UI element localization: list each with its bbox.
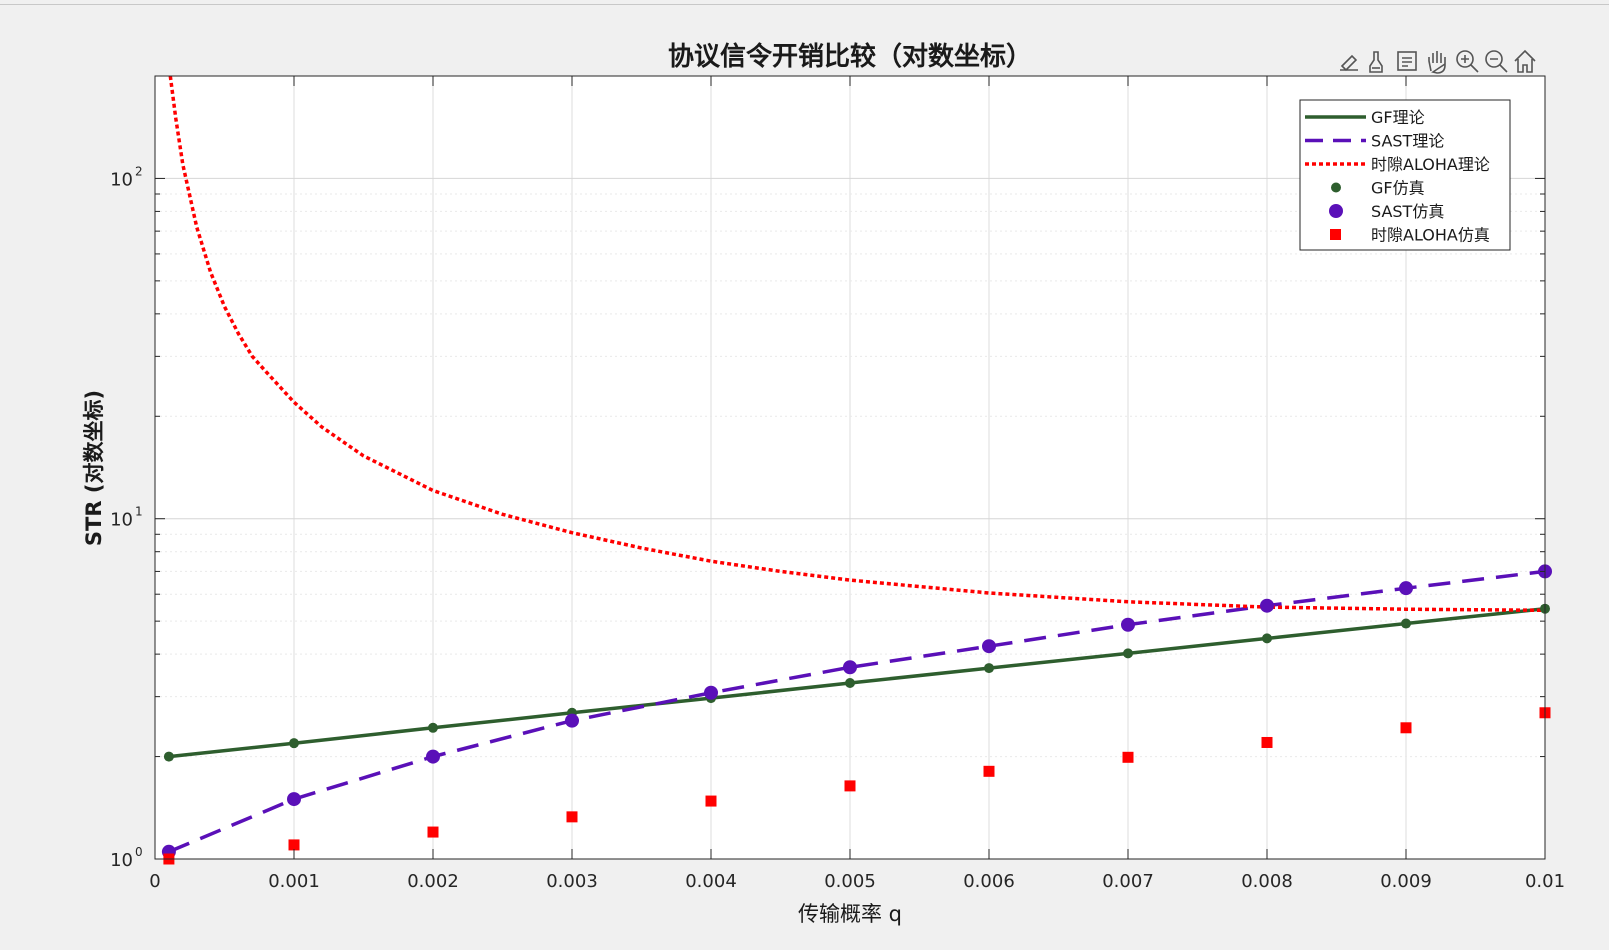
legend-label: 时隙ALOHA理论 xyxy=(1371,155,1490,174)
tick-labels: 0 0.001 0.002 0.003 0.004 0.005 0.006 0.007 0.00… xyxy=(110,164,1565,892)
home-icon[interactable] xyxy=(1514,49,1536,73)
data-point xyxy=(705,795,717,807)
legend-entry: SAST理论 xyxy=(1305,132,1444,151)
legend-entry: 时隙ALOHA理论 xyxy=(1305,155,1490,174)
y-tick-exponent: 2 xyxy=(135,164,143,178)
data-point xyxy=(289,738,299,749)
data-point xyxy=(1399,581,1413,596)
data-point xyxy=(1400,722,1412,734)
zoom-out-icon[interactable] xyxy=(1485,50,1508,73)
x-tick-label: 0.004 xyxy=(685,871,737,892)
x-tick-label: 0 xyxy=(149,871,160,892)
x-tick-label: 0.005 xyxy=(824,871,876,892)
pan-icon[interactable] xyxy=(1428,51,1446,74)
legend-marker-swatch xyxy=(1329,204,1343,218)
x-tick-label: 0.006 xyxy=(963,871,1015,892)
data-point xyxy=(845,678,855,689)
ticks xyxy=(154,75,1546,860)
data-point xyxy=(1122,751,1134,763)
data-point xyxy=(1261,736,1273,748)
series-line xyxy=(168,76,1545,613)
data-point xyxy=(1262,633,1272,644)
data-point xyxy=(426,749,440,764)
data-point xyxy=(428,722,438,733)
x-tick-label: 0.009 xyxy=(1380,871,1432,892)
chart-title: 协议信令开销比较（对数坐标） xyxy=(668,41,1032,72)
legend-entry: 时隙ALOHA仿真 xyxy=(1330,226,1490,245)
x-axis-label: 传输概率 q xyxy=(798,902,902,926)
legend-label: SAST理论 xyxy=(1371,132,1444,151)
y-tick-exponent: 0 xyxy=(135,845,143,859)
data-point xyxy=(844,780,856,792)
y-tick-label: 10 xyxy=(110,510,133,531)
window-top-strip xyxy=(0,0,1609,5)
legend-marker-swatch xyxy=(1330,229,1341,240)
x-tick-label: 0.003 xyxy=(546,871,598,892)
data-point xyxy=(1123,648,1133,659)
data-point xyxy=(704,685,718,700)
data-point xyxy=(984,663,994,674)
data-point xyxy=(287,792,301,807)
x-tick-label: 0.01 xyxy=(1525,871,1565,892)
data-point xyxy=(983,765,995,777)
axes-toolbar xyxy=(1340,49,1536,74)
data-point xyxy=(566,811,578,823)
legend-marker-swatch xyxy=(1331,182,1341,193)
data-point xyxy=(1401,618,1411,629)
datatip-icon[interactable] xyxy=(1397,51,1417,71)
data-point xyxy=(843,660,857,675)
legend-label: SAST仿真 xyxy=(1371,202,1444,221)
edit-icon[interactable] xyxy=(1340,54,1358,72)
brush-icon[interactable] xyxy=(1369,51,1383,73)
x-tick-label: 0.001 xyxy=(268,871,320,892)
data-point xyxy=(1260,598,1274,613)
legend-label: GF理论 xyxy=(1371,108,1425,127)
data-point xyxy=(982,639,996,654)
data-point xyxy=(1121,617,1135,632)
data-point xyxy=(288,839,300,851)
x-tick-label: 0.007 xyxy=(1102,871,1154,892)
legend-box xyxy=(1299,99,1511,251)
zoom-in-icon[interactable] xyxy=(1456,50,1479,73)
data-point xyxy=(565,713,579,728)
x-tick-label: 0.002 xyxy=(407,871,459,892)
series-line xyxy=(168,569,1545,854)
x-tick-label: 0.008 xyxy=(1241,871,1293,892)
legend-label: GF仿真 xyxy=(1371,179,1425,198)
y-tick-label: 10 xyxy=(110,169,133,190)
y-tick-exponent: 1 xyxy=(135,505,143,519)
legend-label: 时隙ALOHA仿真 xyxy=(1371,226,1490,245)
legend-entry: SAST仿真 xyxy=(1329,202,1444,221)
y-tick-label: 10 xyxy=(110,850,133,871)
y-axis-label: STR (对数坐标) xyxy=(82,390,106,546)
legend-entry: GF仿真 xyxy=(1331,179,1425,198)
data-point xyxy=(427,826,439,838)
legend-entry: GF理论 xyxy=(1305,108,1425,127)
data-point xyxy=(163,751,174,762)
